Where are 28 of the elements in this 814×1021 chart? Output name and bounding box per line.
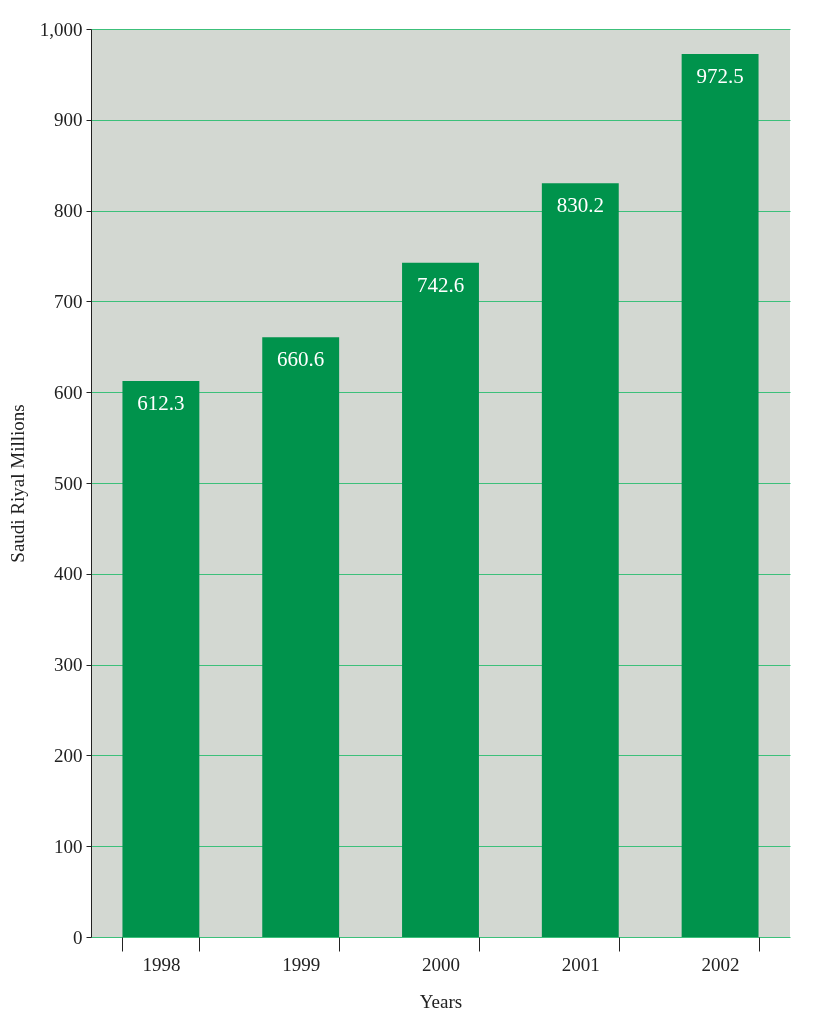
bar <box>122 381 200 937</box>
x-tick-label: 2002 <box>701 953 740 975</box>
bar <box>541 183 619 937</box>
y-axis-title: Saudi Riyal Millions <box>6 404 28 563</box>
y-tick-label: 900 <box>54 109 83 131</box>
y-tick-label: 600 <box>54 381 83 403</box>
data-label: 612.3 <box>137 391 185 416</box>
y-tick-label: 1,000 <box>39 18 83 40</box>
y-tick-label: 700 <box>54 290 83 312</box>
data-label: 660.6 <box>277 347 325 372</box>
x-tick-label: 2000 <box>422 953 460 975</box>
data-label: 972.5 <box>696 63 744 88</box>
bar <box>681 53 759 937</box>
bar <box>402 262 479 937</box>
x-tick-label: 1999 <box>282 953 321 975</box>
bar <box>262 337 340 937</box>
data-label: 742.6 <box>416 272 465 297</box>
data-label: 830.2 <box>556 193 604 218</box>
y-tick-label: 500 <box>54 472 83 494</box>
x-tick-label: 2001 <box>561 953 600 975</box>
y-tick-label: 300 <box>54 654 83 676</box>
y-tick-label: 400 <box>54 563 83 585</box>
y-tick-label: 0 <box>73 926 83 948</box>
y-tick-label: 800 <box>54 200 83 222</box>
y-tick-label: 100 <box>54 835 83 857</box>
y-tick-label: 200 <box>54 744 83 766</box>
x-tick-label: 1998 <box>142 953 181 975</box>
x-axis-title: Years <box>419 990 463 1012</box>
